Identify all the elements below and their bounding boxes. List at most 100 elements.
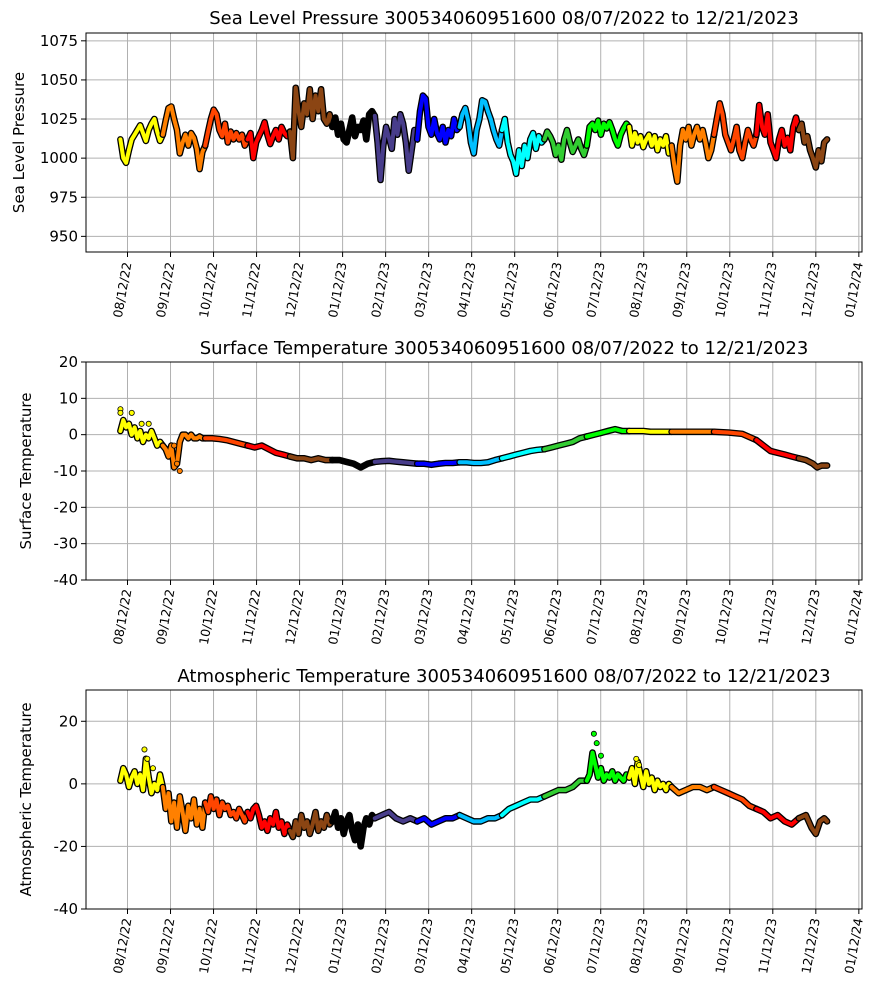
series-line xyxy=(118,117,165,165)
series-line xyxy=(288,454,335,463)
y-tick-label: 1050 xyxy=(40,71,78,89)
x-tick-label: 09/12/23 xyxy=(669,588,694,646)
data-point xyxy=(117,409,124,416)
x-tick-label: 04/12/23 xyxy=(454,917,479,975)
series-line xyxy=(457,456,504,465)
x-tick-label: 10/12/23 xyxy=(712,588,737,646)
y-tick-label: -40 xyxy=(54,900,79,918)
y-tick-label: 0 xyxy=(68,775,78,793)
data-point xyxy=(176,467,183,474)
series-line xyxy=(415,460,462,467)
series-line xyxy=(160,785,208,833)
series-line xyxy=(160,432,208,470)
x-tick-label: 09/12/23 xyxy=(669,917,694,975)
x-tick-label: 05/12/23 xyxy=(497,588,522,646)
pressure-series xyxy=(117,84,831,185)
series-line xyxy=(457,98,504,156)
data-point xyxy=(171,442,178,449)
data-point xyxy=(633,755,640,762)
series-line xyxy=(160,104,208,172)
series-line xyxy=(754,438,801,461)
data-point xyxy=(593,740,600,747)
x-tick-label: 02/12/23 xyxy=(368,261,393,319)
x-tick-label: 01/12/23 xyxy=(325,917,350,975)
x-tick-label: 08/12/22 xyxy=(110,917,135,975)
x-tick-label: 10/12/23 xyxy=(712,261,737,319)
series-line xyxy=(754,103,801,161)
series-line xyxy=(415,93,462,145)
pressure-axes-frame xyxy=(85,32,863,253)
series-line xyxy=(627,760,674,793)
series-line xyxy=(754,806,801,827)
x-tick-label: 09/12/22 xyxy=(153,588,178,646)
y-tick-label: 975 xyxy=(49,188,78,206)
series-line xyxy=(288,85,335,161)
series-line xyxy=(288,810,335,839)
y-tick-label: 1075 xyxy=(40,32,78,50)
y-tick-label: -20 xyxy=(54,837,79,855)
series-line xyxy=(372,810,420,824)
y-tick-label: 0 xyxy=(68,426,78,444)
series-line xyxy=(457,813,504,824)
x-tick-label: 08/12/23 xyxy=(626,261,651,319)
y-tick-label: -40 xyxy=(54,571,79,589)
x-tick-label: 11/12/23 xyxy=(755,588,780,646)
x-tick-label: 07/12/23 xyxy=(583,917,608,975)
series-line xyxy=(372,458,420,466)
data-point xyxy=(636,762,643,769)
y-tick-label: 950 xyxy=(49,227,78,245)
x-tick-label: 05/12/23 xyxy=(497,261,522,319)
y-tick-label: -20 xyxy=(54,498,79,516)
x-tick-label: 10/12/22 xyxy=(196,261,221,319)
surface-panel: -40 -30 -20 -10 0 10 20 08/12/22 09/12/22 10/12/2… xyxy=(17,338,866,646)
x-tick-label: 01/12/24 xyxy=(841,917,866,975)
y-tick-label: 20 xyxy=(59,712,78,730)
data-point xyxy=(128,409,135,416)
surface-series xyxy=(117,406,831,474)
pressure-panel: 950 975 1000 1025 1050 1075 08/12/22 09/12/22 10… xyxy=(10,8,866,319)
series-line xyxy=(542,128,589,162)
series-line xyxy=(712,785,759,811)
series-line xyxy=(118,756,165,796)
x-tick-label: 04/12/23 xyxy=(454,588,479,646)
series-line xyxy=(796,121,830,170)
x-tick-label: 09/12/23 xyxy=(669,261,694,319)
x-tick-label: 11/12/23 xyxy=(755,261,780,319)
x-tick-label: 12/12/23 xyxy=(798,588,823,646)
x-tick-label: 12/12/22 xyxy=(282,261,307,319)
series-line xyxy=(245,443,292,459)
surface-title: Surface Temperature 300534060951600 08/0… xyxy=(200,338,809,359)
data-point xyxy=(597,752,604,759)
series-line xyxy=(500,447,547,461)
series-line xyxy=(245,120,292,161)
data-point xyxy=(149,765,156,772)
series-line xyxy=(627,429,674,434)
y-tick-label: 20 xyxy=(59,353,78,371)
series-line xyxy=(203,794,250,824)
atmospheric-series xyxy=(117,730,831,850)
series-line xyxy=(584,118,632,148)
pressure-title: Sea Level Pressure 300534060951600 08/07… xyxy=(209,8,799,29)
atmospheric-title: Atmospheric Temperature 300534060951600 … xyxy=(177,666,830,687)
x-tick-label: 09/12/22 xyxy=(153,261,178,319)
data-point xyxy=(590,730,597,737)
x-tick-label: 04/12/23 xyxy=(454,261,479,319)
x-tick-label: 03/12/23 xyxy=(411,261,436,319)
series-line xyxy=(500,117,547,176)
data-point xyxy=(173,460,180,467)
data-point xyxy=(138,420,145,427)
x-tick-label: 10/12/23 xyxy=(712,917,737,975)
x-tick-label: 02/12/23 xyxy=(368,917,393,975)
x-tick-label: 08/12/23 xyxy=(626,588,651,646)
series-line xyxy=(627,124,674,156)
data-point xyxy=(141,746,148,753)
x-tick-label: 11/12/22 xyxy=(239,588,264,646)
x-tick-label: 11/12/23 xyxy=(755,917,780,975)
x-tick-label: 08/12/22 xyxy=(110,261,135,319)
atmospheric-ylabel: Atmospheric Temperature xyxy=(17,702,35,896)
y-tick-label: -30 xyxy=(54,535,79,553)
y-tick-label: 1025 xyxy=(40,110,78,128)
series-line xyxy=(542,778,589,799)
